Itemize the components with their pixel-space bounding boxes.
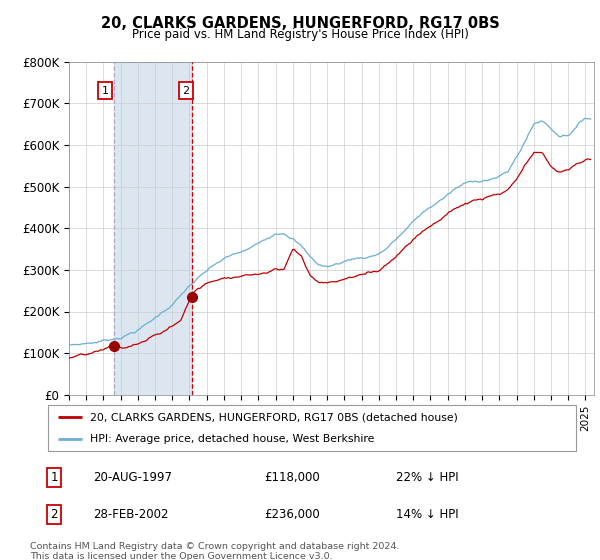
Text: Contains HM Land Registry data © Crown copyright and database right 2024.
This d: Contains HM Land Registry data © Crown c… [30, 542, 400, 560]
FancyBboxPatch shape [48, 405, 576, 451]
Text: 2: 2 [50, 507, 58, 521]
Text: 2: 2 [182, 86, 190, 96]
Text: 20, CLARKS GARDENS, HUNGERFORD, RG17 0BS (detached house): 20, CLARKS GARDENS, HUNGERFORD, RG17 0BS… [90, 412, 458, 422]
Text: 20, CLARKS GARDENS, HUNGERFORD, RG17 0BS: 20, CLARKS GARDENS, HUNGERFORD, RG17 0BS [101, 16, 499, 31]
Text: 20-AUG-1997: 20-AUG-1997 [93, 470, 172, 484]
Text: Price paid vs. HM Land Registry's House Price Index (HPI): Price paid vs. HM Land Registry's House … [131, 28, 469, 41]
Text: HPI: Average price, detached house, West Berkshire: HPI: Average price, detached house, West… [90, 435, 374, 444]
Text: £118,000: £118,000 [264, 470, 320, 484]
Text: 28-FEB-2002: 28-FEB-2002 [93, 507, 169, 521]
Text: 14% ↓ HPI: 14% ↓ HPI [396, 507, 458, 521]
Text: 22% ↓ HPI: 22% ↓ HPI [396, 470, 458, 484]
Text: £236,000: £236,000 [264, 507, 320, 521]
Bar [115, 62, 192, 395]
Text: 1: 1 [101, 86, 109, 96]
Text: 1: 1 [50, 470, 58, 484]
